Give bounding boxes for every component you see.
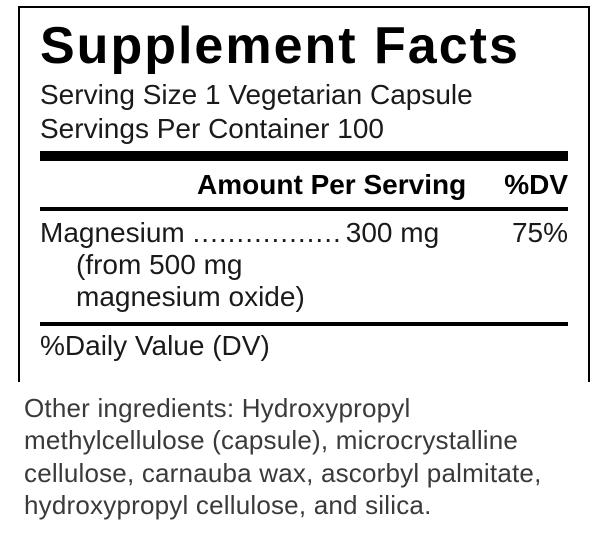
supplement-facts-panel: Supplement Facts Serving Size 1 Vegetari… xyxy=(18,6,590,382)
nutrient-main-line: Magnesium ................. 300 mg 75% xyxy=(40,217,568,249)
header-amount: Amount Per Serving xyxy=(197,169,466,201)
thick-rule xyxy=(40,151,568,161)
servings-per-container: Servings Per Container 100 xyxy=(40,112,568,146)
nutrient-amount: 300 mg xyxy=(346,217,439,249)
nutrient-row: Magnesium ................. 300 mg 75% (… xyxy=(40,211,568,325)
nutrient-dv: 75% xyxy=(512,217,568,249)
column-header-row: Amount Per Serving %DV xyxy=(40,161,568,211)
serving-size: Serving Size 1 Vegetarian Capsule xyxy=(40,78,568,112)
panel-title: Supplement Facts xyxy=(40,20,568,72)
nutrient-name: Magnesium xyxy=(40,217,193,249)
nutrient-source-line1: (from 500 mg xyxy=(40,249,568,281)
leader-dots: ................. xyxy=(193,217,342,249)
nutrient-source-line2: magnesium oxide) xyxy=(40,281,568,313)
header-dv: %DV xyxy=(504,169,568,201)
dv-footnote: %Daily Value (DV) xyxy=(40,326,568,368)
other-ingredients: Other ingredients: Hydroxypropyl methylc… xyxy=(24,392,584,522)
